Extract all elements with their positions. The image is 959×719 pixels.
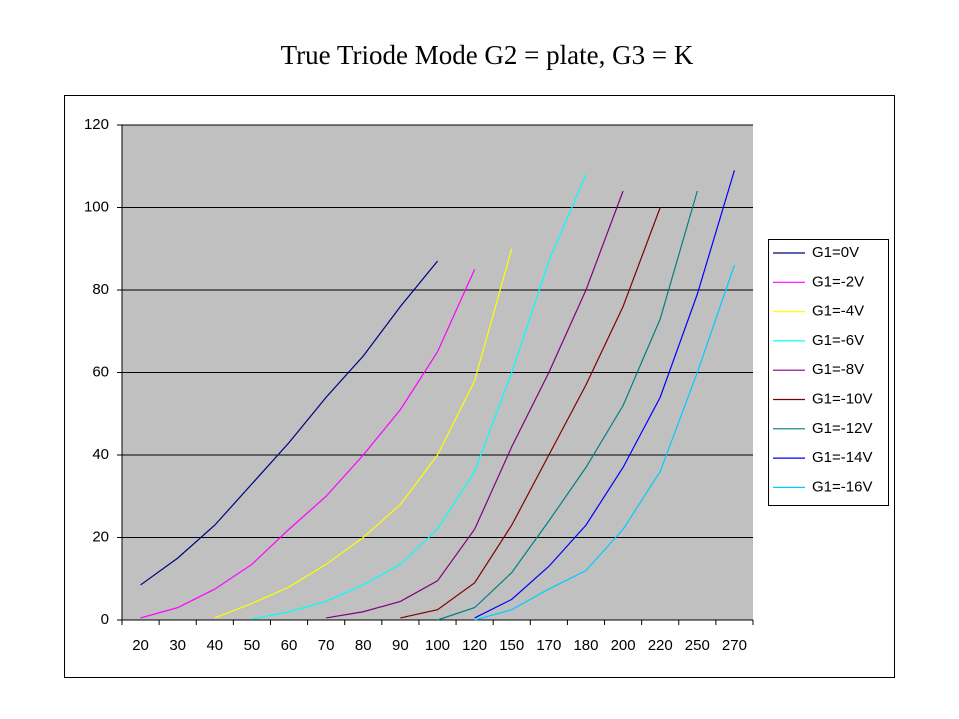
x-tick-label: 120 [462, 637, 487, 654]
legend-label: G1=-2V [812, 273, 864, 290]
series-line [474, 265, 736, 621]
x-tick-label: 70 [318, 637, 335, 654]
x-tick-label: 170 [536, 637, 561, 654]
x-tick-label: 80 [355, 637, 372, 654]
y-tick-label: 60 [92, 363, 109, 380]
y-tick-label: 80 [92, 281, 109, 298]
series-line [251, 174, 587, 620]
y-tick-label: 40 [92, 446, 109, 463]
x-tick-label: 150 [499, 637, 524, 654]
series-line [437, 190, 698, 621]
legend-label: G1=-4V [812, 303, 864, 320]
legend [768, 239, 889, 506]
x-tick-label: 250 [685, 637, 710, 654]
x-tick-label: 90 [392, 637, 409, 654]
legend-label: G1=-10V [812, 390, 872, 407]
series-line [474, 170, 736, 619]
series-line [326, 190, 624, 619]
series-line [400, 207, 661, 619]
legend-label: G1=-14V [812, 449, 872, 466]
legend-label: G1=-16V [812, 478, 872, 495]
legend-label: G1=-8V [812, 361, 864, 378]
x-tick-label: 30 [169, 637, 186, 654]
y-tick-label: 100 [84, 198, 109, 215]
x-tick-label: 20 [132, 637, 149, 654]
x-tick-label: 270 [722, 637, 747, 654]
y-tick-label: 120 [84, 116, 109, 133]
y-tick-label: 20 [92, 528, 109, 545]
series-line [140, 269, 476, 619]
legend-label: G1=-12V [812, 420, 872, 437]
chart-title: True Triode Mode G2 = plate, G3 = K [281, 40, 694, 70]
x-tick-label: 60 [281, 637, 298, 654]
x-tick-label: 220 [648, 637, 673, 654]
y-tick-label: 0 [101, 611, 109, 628]
x-tick-label: 100 [425, 637, 450, 654]
legend-label: G1=0V [812, 244, 859, 261]
legend-label: G1=-6V [812, 332, 864, 349]
x-tick-label: 180 [573, 637, 598, 654]
x-tick-label: 200 [611, 637, 636, 654]
series-line [214, 248, 513, 619]
x-tick-label: 50 [244, 637, 261, 654]
x-tick-label: 40 [206, 637, 223, 654]
series-line [140, 260, 438, 586]
